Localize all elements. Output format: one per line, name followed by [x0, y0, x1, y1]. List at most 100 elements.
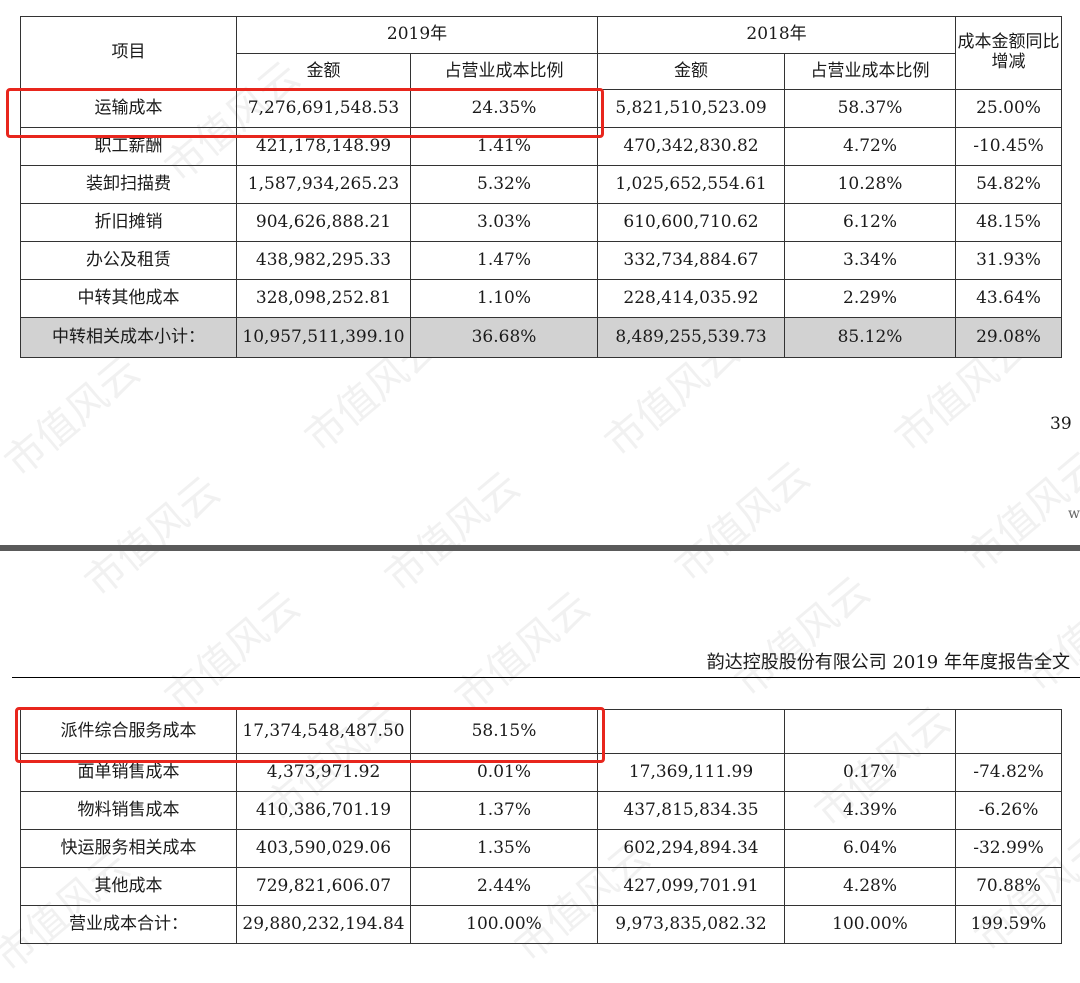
cell-item: 装卸扫描费 [20, 165, 237, 204]
page-divider [0, 545, 1080, 551]
table-row: 职工薪酬 421,178,148.99 1.41% 470,342,830.82 4.7… [20, 127, 1063, 166]
header-ratio-2019: 占营业成本比例 [409, 53, 599, 90]
cell-amt2018: 427,099,701.91 [597, 867, 785, 906]
table-row: 快运服务相关成本 403,590,029.06 1.35% 602,294,894.3… [20, 829, 1062, 868]
cell-pct2019: 0.01% [410, 753, 598, 792]
cell-change: 54.82% [955, 165, 1063, 204]
cell-item: 折旧摊销 [20, 203, 237, 242]
cell-amt2019: 403,590,029.06 [236, 829, 411, 868]
cell-item: 派件综合服务成本 [20, 709, 237, 754]
cell-item: 物料销售成本 [20, 791, 237, 830]
cell-amt2019: 29,880,232,194.84 [236, 905, 411, 944]
highlight-transport-cost [6, 88, 604, 138]
subtotal-amt2019: 10,957,511,399.10 [236, 317, 411, 358]
subtotal-row: 中转相关成本小计： 10,957,511,399.10 36.68% 8,489,25… [20, 317, 1063, 358]
edge-letter: w [1068, 506, 1080, 522]
header-2019: 2019年 [235, 16, 599, 54]
cell-amt2019: 421,178,148.99 [236, 127, 411, 166]
cell-amt2019: 438,982,295.33 [236, 241, 411, 280]
table-row: 运输成本 7,276,691,548.53 24.35% 5,821,510,523.… [20, 89, 1063, 128]
cell-item: 快运服务相关成本 [20, 829, 237, 868]
cell-change: 48.15% [955, 203, 1063, 242]
subtotal-change: 29.08% [955, 317, 1063, 358]
cell-pct2018: 58.37% [784, 89, 957, 128]
cell-change [955, 709, 1062, 754]
cell-change: 31.93% [955, 241, 1063, 280]
watermark: 市值风云 [446, 583, 599, 722]
header-2018: 2018年 [597, 16, 957, 54]
cell-pct2019: 1.37% [410, 791, 598, 830]
header-ratio-2018: 占营业成本比例 [784, 53, 957, 90]
cell-change: 43.64% [955, 279, 1063, 318]
watermark: 市值风云 [1016, 563, 1080, 702]
cell-pct2018: 2.29% [784, 279, 957, 318]
header-amount-2019: 金额 [236, 53, 411, 90]
cell-pct2019: 24.35% [409, 89, 599, 128]
cell-change: -74.82% [955, 753, 1062, 792]
cell-pct2019: 1.10% [409, 279, 599, 318]
cost-table-bottom: 派件综合服务成本 17,374,548,487.50 58.15% 面单销售成本 4,3… [20, 709, 1062, 944]
cell-pct2019: 3.03% [409, 203, 599, 242]
cell-amt2019: 904,626,888.21 [236, 203, 411, 242]
table-row: 营业成本合计： 29,880,232,194.84 100.00% 9,973,835… [20, 905, 1062, 944]
cell-item: 办公及租赁 [20, 241, 237, 280]
cell-pct2018: 3.34% [784, 241, 957, 280]
cell-amt2019: 410,386,701.19 [236, 791, 411, 830]
table-row: 中转其他成本 328,098,252.81 1.10% 228,414,035.92 2… [20, 279, 1063, 318]
cell-amt2018: 5,821,510,523.09 [597, 89, 786, 128]
cell-pct2018: 4.39% [784, 791, 956, 830]
subtotal-item: 中转相关成本小计： [20, 317, 237, 358]
cell-item: 面单销售成本 [20, 753, 237, 792]
table-row: 装卸扫描费 1,587,934,265.23 5.32% 1,025,652,554.… [20, 165, 1063, 204]
table-row: 其他成本 729,821,606.07 2.44% 427,099,701.91 4.2… [20, 867, 1062, 906]
cell-pct2018: 6.12% [784, 203, 957, 242]
header-row-years: 项目 2019年 2018年 成本金额同比增减 [20, 16, 1063, 90]
watermark: 市值风云 [376, 463, 529, 602]
cell-amt2018: 332,734,884.67 [597, 241, 786, 280]
cell-amt2018: 228,414,035.92 [597, 279, 786, 318]
cell-pct2018 [784, 709, 956, 754]
cell-change: 70.88% [955, 867, 1062, 906]
table-row: 面单销售成本 4,373,971.92 0.01% 17,369,111.99 0.17… [20, 753, 1062, 792]
header-rule [12, 677, 1080, 678]
report-title: 韵达控股股份有限公司 2019 年年度报告全文 [706, 652, 1070, 673]
cell-change: -32.99% [955, 829, 1062, 868]
cell-item: 营业成本合计： [20, 905, 237, 944]
cell-pct2018: 0.17% [784, 753, 956, 792]
cell-change: 25.00% [955, 89, 1063, 128]
cell-pct2019: 1.35% [410, 829, 598, 868]
cell-amt2018: 602,294,894.34 [597, 829, 785, 868]
watermark: 市值风云 [666, 453, 819, 592]
cell-amt2019: 1,587,934,265.23 [236, 165, 411, 204]
cell-amt2018: 1,025,652,554.61 [597, 165, 786, 204]
header-amount-2018: 金额 [597, 53, 786, 90]
cell-change: -6.26% [955, 791, 1062, 830]
header-row-sub: 金额 占营业成本比例 金额 占营业成本比例 [21, 53, 1062, 90]
cell-item: 职工薪酬 [20, 127, 237, 166]
cell-pct2018: 10.28% [784, 165, 957, 204]
header-change: 成本金额同比增减 [955, 16, 1063, 90]
watermark: 市值风云 [956, 443, 1080, 582]
cell-pct2018: 4.72% [784, 127, 957, 166]
cell-pct2019: 1.41% [409, 127, 599, 166]
cell-pct2018: 4.28% [784, 867, 956, 906]
cell-change: -10.45% [955, 127, 1063, 166]
cost-table-top: 项目 2019年 2018年 成本金额同比增减 金额 占营业成本比例 金额 占营… [20, 16, 1063, 358]
cell-pct2018: 100.00% [784, 905, 956, 944]
cell-amt2018: 9,973,835,082.32 [597, 905, 785, 944]
cell-amt2018 [597, 709, 785, 754]
subtotal-amt2018: 8,489,255,539.73 [597, 317, 786, 358]
cell-amt2018: 470,342,830.82 [597, 127, 786, 166]
cell-amt2018: 610,600,710.62 [597, 203, 786, 242]
table-row: 物料销售成本 410,386,701.19 1.37% 437,815,834.35 4… [20, 791, 1062, 830]
cell-change: 199.59% [955, 905, 1062, 944]
cell-item: 中转其他成本 [20, 279, 237, 318]
watermark: 市值风云 [0, 348, 149, 487]
cell-amt2018: 17,369,111.99 [597, 753, 785, 792]
watermark: 市值风云 [156, 583, 309, 722]
cell-amt2019: 328,098,252.81 [236, 279, 411, 318]
cell-pct2019: 2.44% [410, 867, 598, 906]
cell-item: 其他成本 [20, 867, 237, 906]
cell-amt2019: 729,821,606.07 [236, 867, 411, 906]
cell-pct2019: 1.47% [409, 241, 599, 280]
